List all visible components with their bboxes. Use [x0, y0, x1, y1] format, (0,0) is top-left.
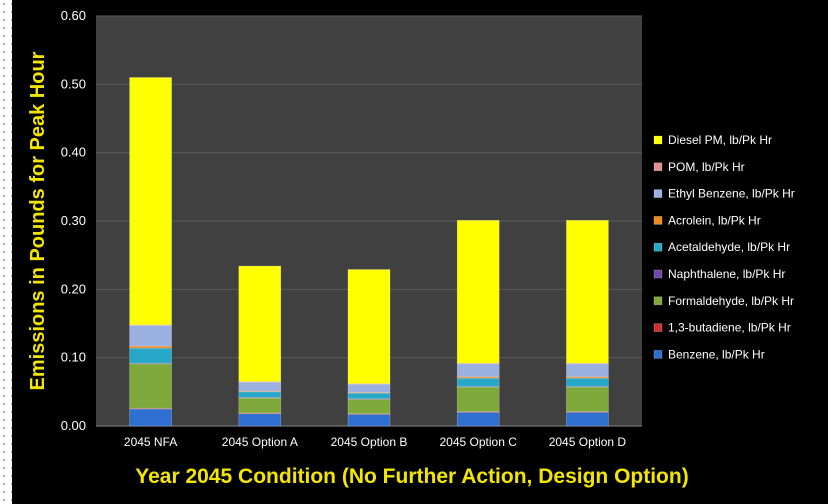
bars — [129, 77, 609, 427]
y-tick-label: 0.00 — [61, 418, 86, 433]
bar-segment — [566, 412, 609, 427]
legend-swatch — [653, 296, 663, 306]
x-tick-label: 2045 Option B — [331, 435, 408, 449]
legend-label: POM, lb/Pk Hr — [668, 160, 745, 174]
bar-segment — [566, 220, 609, 364]
legend-swatch — [653, 216, 663, 225]
bar-segment — [238, 381, 282, 392]
y-tick-label: 0.50 — [61, 76, 86, 91]
x-axis-label: Year 2045 Condition (No Further Action, … — [135, 465, 688, 488]
bar-segment — [566, 386, 609, 412]
bar-segment — [347, 399, 391, 415]
bar-segment — [347, 384, 391, 393]
x-tick-label: 2045 NFA — [124, 435, 177, 449]
bar-segment — [347, 414, 391, 427]
bar-segment — [347, 392, 391, 399]
legend-swatch — [653, 189, 663, 198]
legend-swatch — [653, 162, 663, 172]
bar-segment — [566, 363, 609, 378]
legend-swatch — [653, 135, 663, 145]
legend-label: Benzene, lb/Pk Hr — [668, 347, 765, 361]
bar-segment — [566, 377, 609, 387]
legend-label: Naphthalene, lb/Pk Hr — [668, 267, 785, 281]
bar-segment — [456, 220, 500, 364]
bar-segment — [456, 412, 500, 427]
legend-label: Diesel PM, lb/Pk Hr — [668, 133, 772, 147]
bar-segment — [456, 386, 500, 412]
legend-swatch — [653, 269, 663, 279]
y-axis-label: Emissions in Pounds for Peak Hour — [27, 51, 49, 390]
legend: Diesel PM, lb/Pk Hr POM, lb/Pk Hr Ethyl Be… — [653, 133, 795, 361]
x-tick-label: 2045 Option A — [222, 435, 298, 449]
bar-segment — [456, 363, 500, 378]
bar-segment — [129, 347, 172, 364]
legend-label: Ethyl Benzene, lb/Pk Hr — [668, 187, 795, 201]
y-tick-label: 0.40 — [61, 145, 86, 160]
y-tick-label: 0.10 — [61, 350, 86, 365]
bar-segment — [129, 77, 172, 326]
bar-segment — [129, 408, 172, 427]
y-tick-label: 0.30 — [61, 213, 86, 228]
legend-swatch — [653, 350, 663, 359]
bar-segment — [129, 325, 172, 347]
legend-label: Formaldehyde, lb/Pk Hr — [668, 294, 794, 308]
legend-label: 1,3-butadiene, lb/Pk Hr — [668, 321, 791, 335]
bar-segment — [456, 377, 500, 387]
y-axis-ticks: 0.00 0.10 0.20 0.30 0.40 0.50 0.60 — [61, 8, 86, 433]
x-tick-label: 2045 Option D — [549, 435, 627, 449]
legend-label: Acetaldehyde, lb/Pk Hr — [668, 240, 790, 254]
legend-swatch — [653, 242, 663, 252]
x-tick-label: 2045 Option C — [440, 435, 518, 449]
legend-label: Acrolein, lb/Pk Hr — [668, 213, 761, 227]
bar-segment — [129, 363, 172, 409]
legend-swatch — [653, 323, 663, 332]
y-tick-label: 0.60 — [61, 8, 86, 23]
bar-segment — [238, 265, 282, 382]
x-axis-ticks: 2045 NFA 2045 Option A 2045 Option B 2045 O… — [124, 435, 627, 449]
bar-segment — [347, 269, 391, 384]
bar-segment — [238, 413, 282, 427]
bar-segment — [129, 345, 172, 349]
y-tick-label: 0.20 — [61, 281, 86, 296]
bar-segment — [238, 391, 282, 398]
bar-segment — [238, 397, 282, 414]
